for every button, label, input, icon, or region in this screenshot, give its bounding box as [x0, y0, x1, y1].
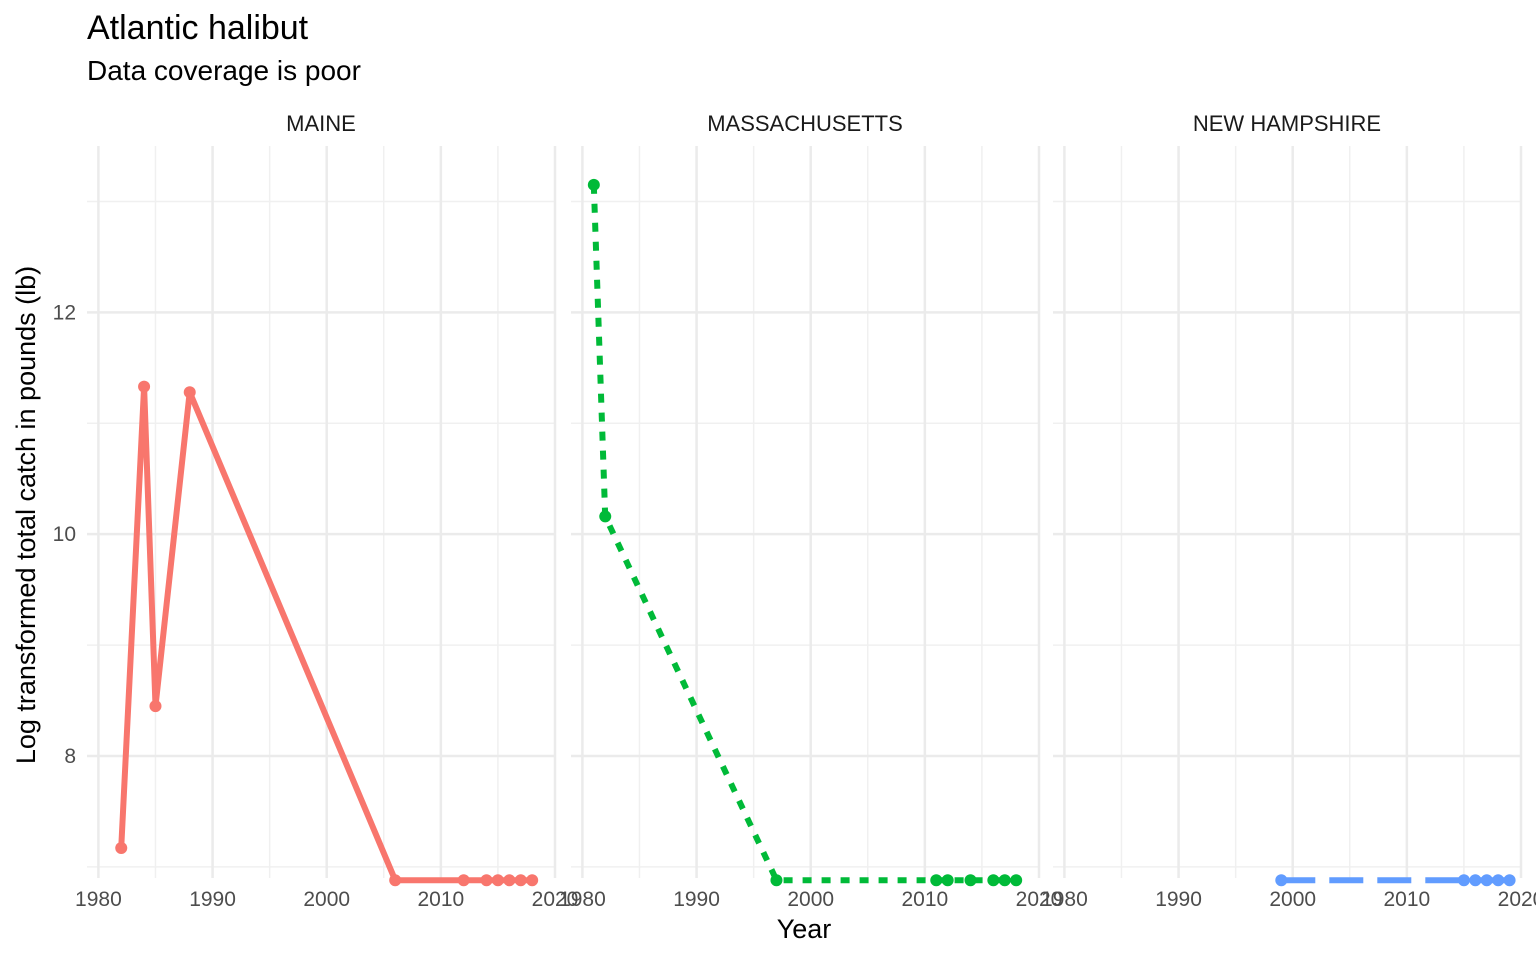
data-point [587, 178, 600, 191]
x-tick-label: 2020 [1016, 888, 1063, 911]
x-tick-label: 2000 [1269, 888, 1316, 911]
panel-3: NEW HAMPSHIRE 1980 1990 2000 2010 2020 [1041, 111, 1536, 911]
data-point [138, 380, 151, 393]
y-tick-label: 10 [53, 523, 76, 546]
y-tick-label: 12 [53, 301, 76, 324]
data-point [514, 874, 527, 887]
data-point [389, 874, 402, 887]
x-tick-label: 1990 [1155, 888, 1202, 911]
x-tick-label: 2000 [787, 888, 834, 911]
x-tick-label: 2020 [1498, 888, 1536, 911]
facet-panels: MAINE 1980 1990 2000 2010 2020 8 10 12 MASSACHUSE… [53, 111, 1536, 911]
x-tick-label: 1990 [673, 888, 720, 911]
data-point [930, 874, 943, 887]
data-point [941, 874, 954, 887]
x-tick-label: 2010 [1383, 888, 1430, 911]
data-point [599, 510, 612, 523]
x-tick-label: 1990 [189, 888, 236, 911]
data-point [491, 874, 504, 887]
data-point [1275, 874, 1288, 887]
x-tick-label: 2010 [417, 888, 464, 911]
x-tick-label: 1980 [1041, 888, 1088, 911]
facet-strip-label: NEW HAMPSHIRE [1193, 111, 1381, 136]
data-point [1503, 874, 1516, 887]
chart-title: Atlantic halibut [87, 9, 309, 47]
panel-2: MASSACHUSETTS 1980 1990 2000 2010 2020 [559, 111, 1062, 911]
x-tick-label: 2020 [532, 888, 579, 911]
data-point [503, 874, 516, 887]
chart-subtitle: Data coverage is poor [87, 55, 361, 86]
x-tick-label: 2000 [303, 888, 350, 911]
data-point [770, 874, 783, 887]
y-axis-title: Log transformed total catch in pounds (l… [11, 266, 41, 764]
data-point [987, 874, 1000, 887]
data-point [998, 874, 1011, 887]
data-point [457, 874, 470, 887]
x-tick-label: 1980 [75, 888, 122, 911]
data-point [149, 700, 162, 713]
x-axis-title: Year [777, 914, 832, 944]
facet-strip-label: MAINE [286, 111, 356, 136]
x-tick-label: 1980 [559, 888, 606, 911]
data-point [1457, 874, 1470, 887]
data-point [1492, 874, 1505, 887]
panel-1: MAINE 1980 1990 2000 2010 2020 8 10 12 [53, 111, 579, 911]
data-point [183, 386, 196, 399]
data-point [964, 874, 977, 887]
data-point [1010, 874, 1023, 887]
data-point [1469, 874, 1482, 887]
x-tick-label: 2010 [901, 888, 948, 911]
facet-strip-label: MASSACHUSETTS [707, 111, 903, 136]
data-point [1480, 874, 1493, 887]
data-point [526, 874, 539, 887]
data-point [115, 842, 128, 855]
series-line [590, 184, 1017, 884]
y-tick-label: 8 [64, 745, 76, 768]
data-point [480, 874, 493, 887]
